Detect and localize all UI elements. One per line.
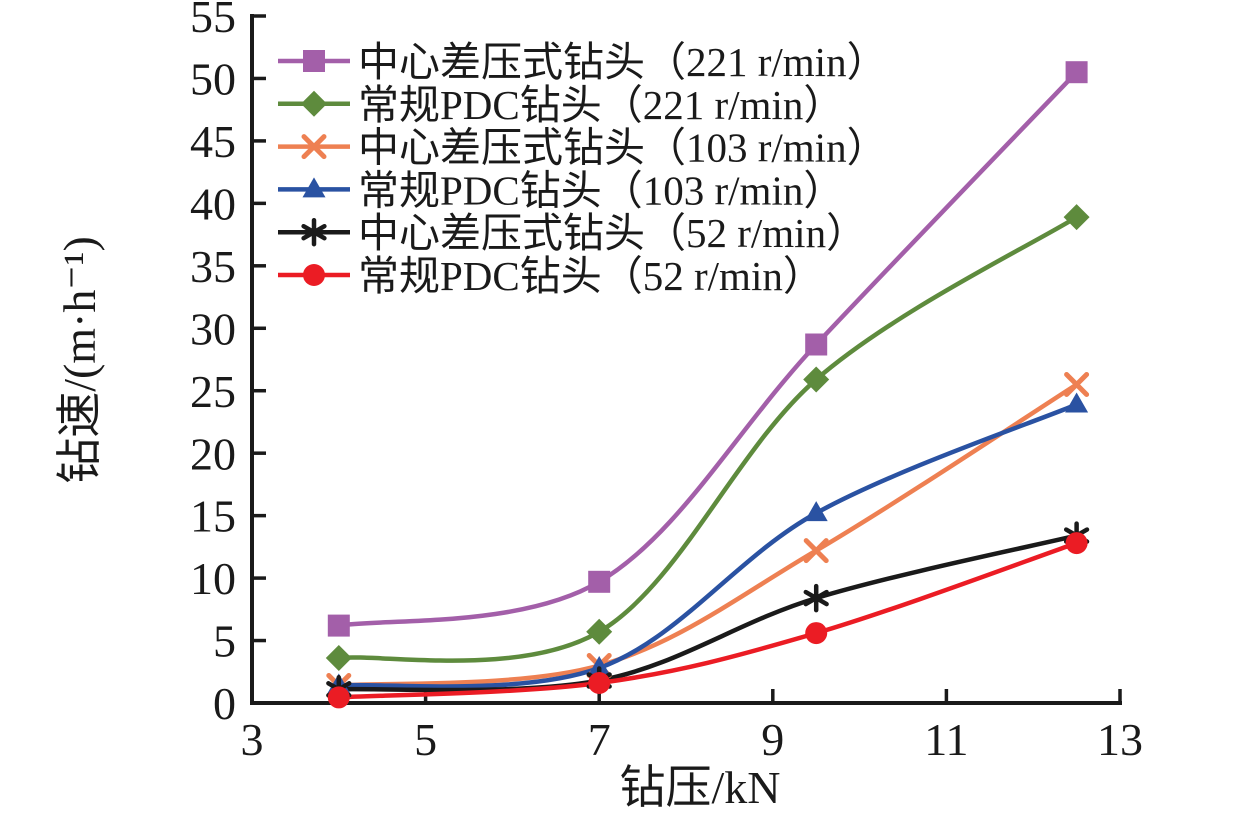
legend-label: 中心差压式钻头（52 r/min） (358, 210, 867, 256)
marker-asterisk (803, 583, 829, 613)
series-markers-2 (326, 372, 1090, 698)
axis-lines (250, 14, 1122, 705)
marker-square (327, 614, 350, 637)
marker-diamond (1063, 204, 1090, 231)
legend-item-4: 中心差压式钻头（52 r/min） (278, 210, 867, 256)
y-tick-label: 5 (213, 616, 236, 667)
marker-diamond (586, 618, 613, 645)
y-tick-label: 0 (213, 678, 236, 729)
legend-label: 常规PDC钻头（103 r/min） (358, 167, 844, 213)
y-tick-label: 20 (190, 428, 236, 479)
marker-circle (588, 672, 611, 694)
x-tick-label: 3 (241, 714, 264, 765)
marker-square (1065, 61, 1088, 84)
series-markers-0 (327, 61, 1088, 637)
series-line-1 (336, 214, 1079, 663)
series-markers-4 (326, 521, 1090, 704)
legend-label: 常规PDC钻头（52 r/min） (358, 253, 824, 299)
y-tick-label: 40 (190, 178, 236, 229)
legend-label: 中心差压式钻头（103 r/min） (358, 125, 888, 171)
y-axis-title: 钻速/(m·h⁻¹) (54, 236, 105, 484)
marker-circle (1065, 532, 1088, 555)
x-tick-label: 7 (588, 714, 611, 765)
y-tick-label: 45 (190, 116, 236, 167)
marker-square (588, 570, 611, 593)
legend-item-3: 常规PDC钻头（103 r/min） (278, 167, 844, 213)
marker-diamond (803, 366, 830, 393)
y-tick-label: 15 (190, 491, 236, 542)
marker-x (803, 538, 829, 564)
legend-item-5: 常规PDC钻头（52 r/min） (278, 253, 824, 299)
y-tick-label: 30 (190, 303, 236, 354)
series-line-2 (336, 382, 1079, 688)
series-curves (325, 61, 1090, 709)
marker-triangle (804, 501, 828, 522)
marker-x (301, 134, 327, 160)
x-tick-label: 13 (1097, 714, 1143, 765)
y-tick-label: 10 (190, 553, 236, 604)
legend-label: 常规PDC钻头（221 r/min） (358, 82, 844, 128)
x-tick-label: 11 (924, 714, 968, 765)
marker-circle (303, 264, 325, 286)
legend-item-1: 常规PDC钻头（221 r/min） (278, 82, 844, 128)
y-tick-label: 50 (190, 54, 236, 105)
x-axis-title: 钻压/kN (620, 762, 781, 813)
series-markers-3 (327, 392, 1089, 694)
y-tick-label: 25 (190, 366, 236, 417)
series-markers-5 (327, 532, 1088, 709)
marker-circle (327, 686, 350, 709)
series-line-3 (336, 402, 1079, 689)
y-tick-label: 35 (190, 241, 236, 292)
y-tick-label: 55 (190, 0, 236, 42)
series-line-5 (336, 540, 1079, 700)
x-tick-label: 9 (761, 714, 784, 765)
marker-triangle (1065, 392, 1089, 413)
marker-diamond (301, 90, 327, 117)
marker-square (805, 333, 828, 356)
marker-triangle (587, 656, 611, 676)
legend-item-2: 中心差压式钻头（103 r/min） (278, 125, 888, 171)
marker-asterisk (301, 217, 327, 247)
legend-item-0: 中心差压式钻头（221 r/min） (278, 39, 888, 85)
marker-circle (805, 622, 828, 645)
marker-triangle (302, 177, 326, 198)
series-line-0 (336, 69, 1079, 628)
marker-square (303, 50, 325, 72)
legend-label: 中心差压式钻头（221 r/min） (358, 39, 888, 85)
marker-x (1064, 372, 1090, 397)
series-line-4 (336, 533, 1079, 693)
legend: 中心差压式钻头（221 r/min）常规PDC钻头（221 r/min）中心差压… (278, 39, 888, 299)
marker-diamond (325, 645, 352, 671)
series-markers-1 (325, 204, 1090, 671)
x-tick-label: 5 (414, 714, 437, 765)
